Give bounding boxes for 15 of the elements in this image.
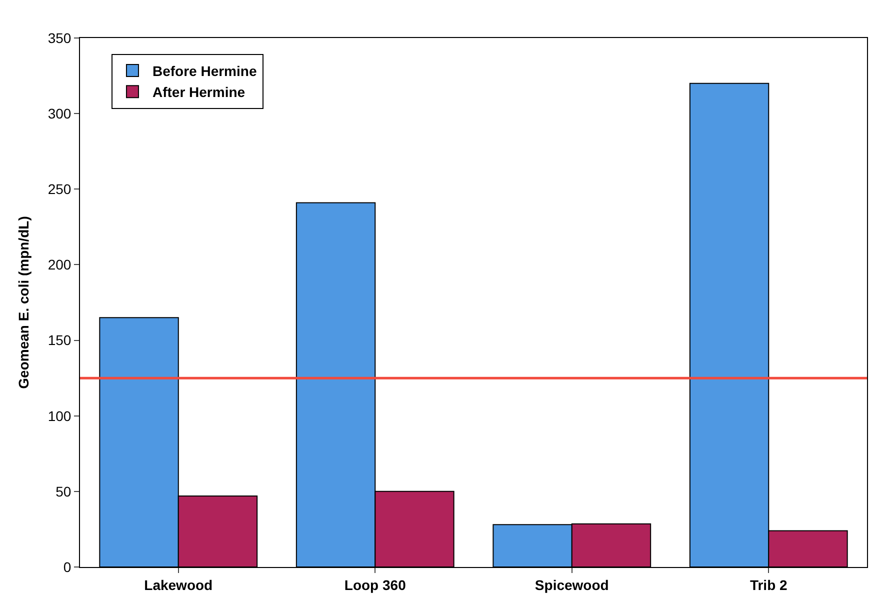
y-tick-label: 100 [48,408,72,424]
legend-label: Before Hermine [152,62,257,79]
legend-label: After Hermine [152,84,246,100]
y-tick-label: 200 [48,256,72,273]
y-tick-label: 50 [56,483,72,500]
x-tick-label: Spicewood [534,576,609,593]
x-tick-label: Lakewood [144,576,213,593]
y-tick-label: 350 [48,30,72,46]
x-tick-label: Trib 2 [750,576,788,593]
y-tick-label: 250 [48,181,72,198]
y-tick-label: 0 [63,558,72,575]
y-tick-label: 150 [48,332,72,348]
x-tick-label: Loop 360 [344,576,406,593]
y-tick-label: 300 [48,105,72,122]
y-axis-title: Geomean E. coli (mpn/dL) [15,216,32,389]
